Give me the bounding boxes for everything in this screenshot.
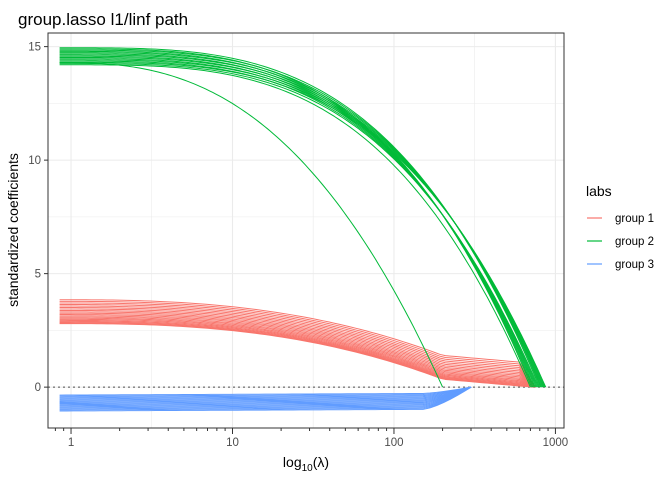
series-group-1-path xyxy=(59,315,536,388)
series-group-3-path xyxy=(59,386,472,396)
series-group-1-path xyxy=(59,300,536,388)
x-tick-label: 100 xyxy=(384,437,403,449)
y-tick-label: 15 xyxy=(28,42,41,54)
series-group-3-path xyxy=(59,386,472,397)
y-axis-title: standardized coefficients xyxy=(5,153,21,307)
legend-label: group 2 xyxy=(615,236,654,248)
panel-frame xyxy=(47,32,565,429)
x-axis: 1 10 100 1000 xyxy=(54,428,569,449)
series-group-1-path xyxy=(59,305,536,388)
series-group-3-path xyxy=(59,386,472,400)
series-group-3-path xyxy=(59,386,472,403)
series-layer xyxy=(59,47,547,412)
series-group-1-path xyxy=(59,320,536,388)
series-group-2-path xyxy=(59,64,531,388)
series-group-3-path xyxy=(59,386,472,399)
legend: labs group 1 group 2 group 3 xyxy=(586,183,654,272)
legend-label: group 3 xyxy=(615,259,654,271)
y-tick-label: 10 xyxy=(28,155,41,167)
legend-title: labs xyxy=(586,183,612,199)
series-group-1-path xyxy=(59,317,536,388)
series-group-3-path xyxy=(59,386,472,398)
series-group-3-path xyxy=(59,386,472,407)
series-group-1-path xyxy=(59,302,536,388)
series-group-3-path xyxy=(59,386,472,411)
series-group-3-path xyxy=(59,386,472,401)
grid-major xyxy=(48,33,564,428)
chart-title: group.lasso l1/linf path xyxy=(18,10,188,29)
series-group-3-path xyxy=(59,386,472,402)
y-tick-label: 0 xyxy=(35,382,41,394)
series-group-1-path xyxy=(59,299,536,388)
x-tick-label: 1000 xyxy=(543,437,569,449)
series-group-1-path xyxy=(59,319,536,388)
x-tick-label: 10 xyxy=(226,437,239,449)
series-group-3-path xyxy=(59,386,472,406)
x-axis-title: log10(λ) xyxy=(283,454,329,474)
series-group-3-path xyxy=(59,386,472,412)
series-group-1-path xyxy=(59,316,536,388)
series-group-2-path xyxy=(59,47,540,388)
series-group-2-path xyxy=(59,48,533,388)
y-axis: 0 5 10 15 xyxy=(28,42,48,394)
series-group-1-path xyxy=(59,307,536,388)
series-group-1-path xyxy=(59,312,536,388)
series-group-3-path xyxy=(59,386,472,409)
series-group-1-path xyxy=(59,304,536,388)
legend-label: group 1 xyxy=(615,213,654,225)
series-group-2-path xyxy=(59,62,444,388)
plot-panel xyxy=(47,32,565,429)
series-group-1-path xyxy=(59,311,536,388)
x-axis-title-arg: (λ) xyxy=(313,454,329,470)
series-group-3-path xyxy=(59,386,472,410)
x-tick-label: 1 xyxy=(68,437,74,449)
x-axis-title-subscript: 10 xyxy=(302,463,314,474)
series-group-1-path xyxy=(59,321,536,388)
series-group-1-path xyxy=(59,322,536,388)
y-tick-label: 5 xyxy=(35,269,41,281)
series-group-3-path xyxy=(59,386,472,405)
series-group-1-path xyxy=(59,314,536,388)
x-axis-title-base: log xyxy=(283,454,302,470)
series-group-3-path xyxy=(59,386,472,408)
series-group-1-path xyxy=(59,308,536,388)
series-group-1-path xyxy=(59,309,536,388)
series-group-1-path xyxy=(59,318,536,388)
